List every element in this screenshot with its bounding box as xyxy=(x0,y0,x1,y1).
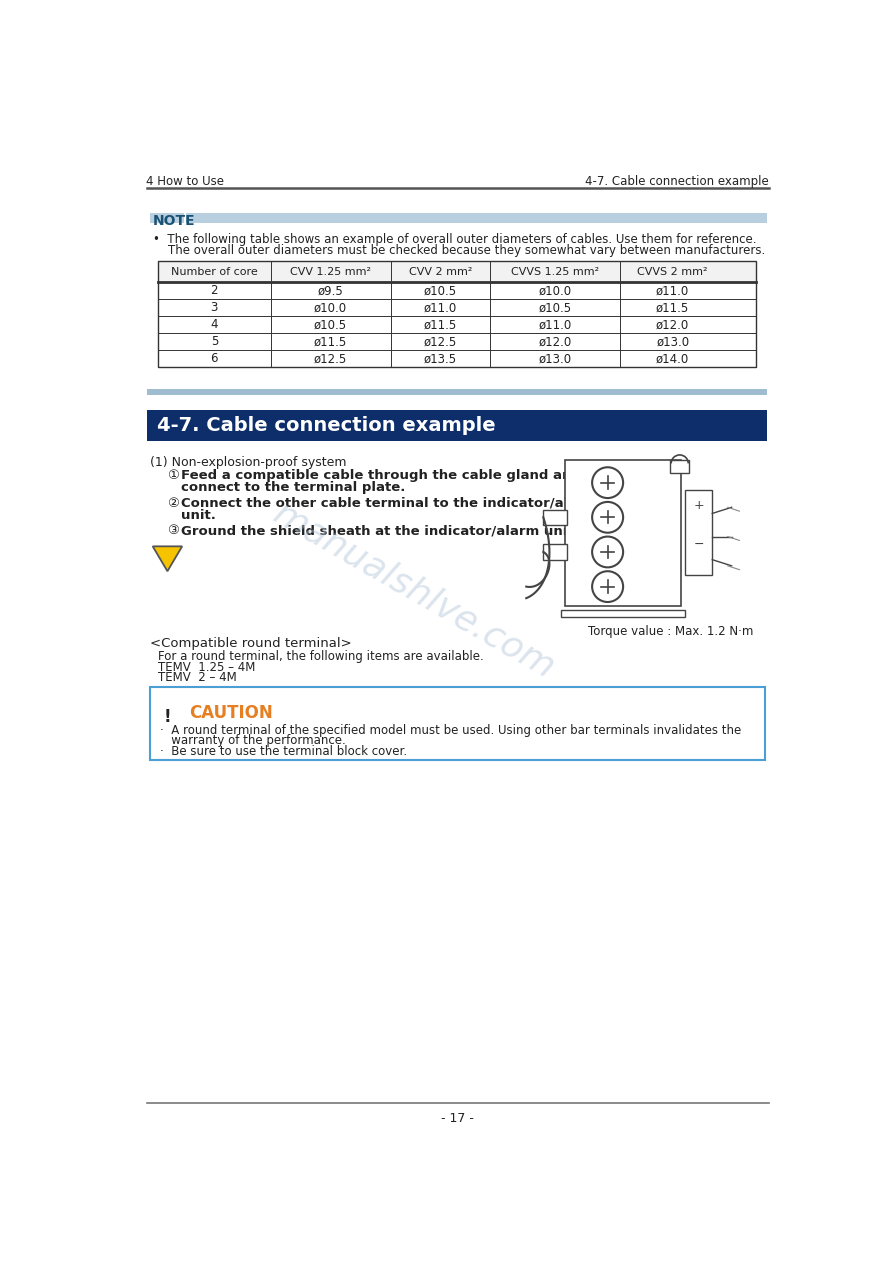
Bar xyxy=(150,687,765,760)
Circle shape xyxy=(592,571,623,602)
Text: The overall outer diameters must be checked because they somewhat vary between m: The overall outer diameters must be chec… xyxy=(153,244,765,256)
Circle shape xyxy=(592,501,623,533)
Text: NOTE: NOTE xyxy=(153,213,196,227)
Text: - 17 -: - 17 - xyxy=(441,1111,473,1125)
Bar xyxy=(685,490,713,575)
Text: unit.: unit. xyxy=(181,509,216,522)
Text: 4-7. Cable connection example: 4-7. Cable connection example xyxy=(585,174,769,188)
Text: ø10.5: ø10.5 xyxy=(314,318,347,331)
Text: •  The following table shows an example of overall outer diameters of cables. Us: • The following table shows an example o… xyxy=(153,234,756,246)
Text: CVVS 1.25 mm²: CVVS 1.25 mm² xyxy=(511,266,599,277)
Text: TEMV  1.25 – 4M: TEMV 1.25 – 4M xyxy=(158,661,255,673)
Text: Feed a compatible cable through the cable gland and: Feed a compatible cable through the cabl… xyxy=(181,469,581,481)
Text: (1) Non-explosion-proof system: (1) Non-explosion-proof system xyxy=(150,456,346,469)
Text: ø10.5: ø10.5 xyxy=(538,302,572,314)
Text: CVV 1.25 mm²: CVV 1.25 mm² xyxy=(290,266,371,277)
Bar xyxy=(158,261,756,368)
Text: ø11.0: ø11.0 xyxy=(538,318,572,331)
Text: !: ! xyxy=(163,707,171,726)
Text: manualshlve.com: manualshlve.com xyxy=(267,496,561,685)
Text: connect to the terminal plate.: connect to the terminal plate. xyxy=(181,481,405,494)
Bar xyxy=(146,410,766,441)
Text: CVV 2 mm²: CVV 2 mm² xyxy=(408,266,472,277)
Text: 5: 5 xyxy=(211,335,218,349)
Text: ø9.5: ø9.5 xyxy=(318,284,344,297)
Bar xyxy=(150,213,185,224)
Text: Torque value : Max. 1.2 N·m: Torque value : Max. 1.2 N·m xyxy=(588,625,754,638)
Text: ③: ③ xyxy=(167,524,179,537)
Text: +: + xyxy=(693,499,704,513)
Text: Ground the shield sheath at the indicator/alarm unit.: Ground the shield sheath at the indicato… xyxy=(181,524,580,537)
Text: 4 How to Use: 4 How to Use xyxy=(146,174,224,188)
Text: warranty of the performance.: warranty of the performance. xyxy=(160,735,346,748)
Polygon shape xyxy=(153,547,182,571)
Text: ø10.5: ø10.5 xyxy=(423,284,457,297)
Text: ø13.5: ø13.5 xyxy=(423,352,457,365)
Text: ·  Be sure to use the terminal block cover.: · Be sure to use the terminal block cove… xyxy=(160,745,407,758)
Text: TEMV  2 – 4M: TEMV 2 – 4M xyxy=(158,671,237,683)
Text: ②: ② xyxy=(167,496,179,509)
Bar xyxy=(543,509,566,525)
Text: ø10.0: ø10.0 xyxy=(314,302,347,314)
Text: ø12.5: ø12.5 xyxy=(314,352,347,365)
Text: ø12.0: ø12.0 xyxy=(656,318,689,331)
Text: CVVS 2 mm²: CVVS 2 mm² xyxy=(638,266,708,277)
Text: CAUTION: CAUTION xyxy=(189,703,273,721)
Circle shape xyxy=(592,537,623,567)
Text: 4-7. Cable connection example: 4-7. Cable connection example xyxy=(156,417,496,436)
Text: 2: 2 xyxy=(211,284,218,297)
Bar xyxy=(146,389,766,395)
Text: ø11.0: ø11.0 xyxy=(656,284,689,297)
Text: ø10.0: ø10.0 xyxy=(538,284,572,297)
Bar xyxy=(670,460,689,474)
Text: ø11.5: ø11.5 xyxy=(314,335,347,349)
Circle shape xyxy=(592,467,623,498)
Text: ø11.5: ø11.5 xyxy=(656,302,689,314)
Text: ①: ① xyxy=(167,469,179,481)
Text: ø12.0: ø12.0 xyxy=(538,335,572,349)
Text: ø12.5: ø12.5 xyxy=(423,335,457,349)
Text: 6: 6 xyxy=(211,352,218,365)
Bar xyxy=(565,460,681,606)
Text: ø14.0: ø14.0 xyxy=(656,352,689,365)
Text: Connect the other cable terminal to the indicator/alarm: Connect the other cable terminal to the … xyxy=(181,496,598,509)
Bar xyxy=(186,213,766,224)
Text: Number of core: Number of core xyxy=(171,266,258,277)
Bar xyxy=(561,610,685,618)
Text: <Compatible round terminal>: <Compatible round terminal> xyxy=(150,637,352,649)
Text: 4: 4 xyxy=(211,318,218,331)
Text: 3: 3 xyxy=(211,302,218,314)
Text: ·  A round terminal of the specified model must be used. Using other bar termina: · A round terminal of the specified mode… xyxy=(160,724,741,736)
Bar xyxy=(158,261,756,283)
Text: ø11.0: ø11.0 xyxy=(423,302,457,314)
Text: ø13.0: ø13.0 xyxy=(538,352,572,365)
Text: −: − xyxy=(694,538,704,551)
Text: For a round terminal, the following items are available.: For a round terminal, the following item… xyxy=(158,649,484,663)
Bar xyxy=(543,544,566,560)
Text: ø11.5: ø11.5 xyxy=(423,318,457,331)
Text: ø13.0: ø13.0 xyxy=(656,335,689,349)
